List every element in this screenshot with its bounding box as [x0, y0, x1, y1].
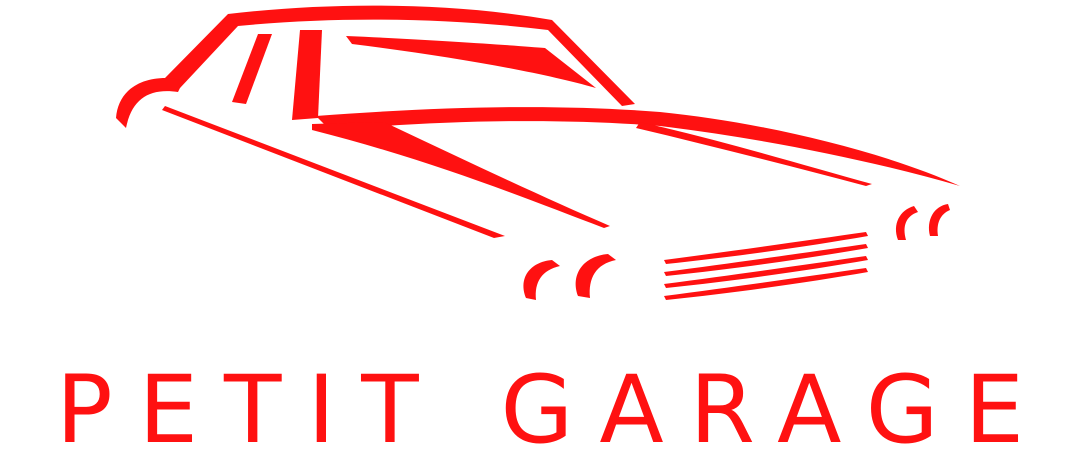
car-silhouette-icon — [116, 5, 960, 300]
brand-name: PETIT GARAGE — [55, 356, 1051, 457]
